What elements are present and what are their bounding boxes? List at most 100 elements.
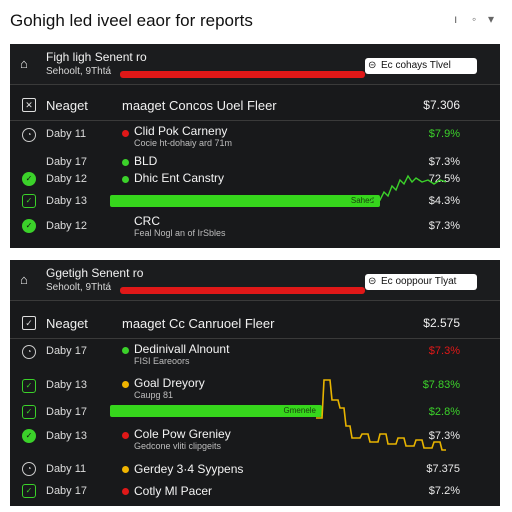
row-amount: $7.3%: [428, 220, 460, 232]
window-menu-icon[interactable]: ▾: [488, 12, 495, 26]
row-amount: $7.3%: [428, 156, 460, 168]
row-label: Daby 17: [46, 345, 87, 357]
checkmark-icon: ✓: [22, 219, 36, 233]
row-label: Daby 12: [46, 220, 87, 232]
table-row[interactable]: ◔ Daby 11 Clid Pok Carneny Cocie ht-doha…: [10, 124, 500, 152]
row-amount: $7.2%: [428, 485, 460, 497]
row-label: Daby 13: [46, 195, 87, 207]
column-header-total: $7.306: [423, 98, 460, 112]
panel-2-subtitle: Sehoolt, 9Thtá: [46, 282, 112, 293]
row-amount: $4.3%: [428, 195, 460, 207]
panel-2-filter-chip[interactable]: ⊝ Ec ooppour Tlyat: [365, 274, 477, 290]
app-title: Gohigh led iveel eaor for reports: [10, 11, 253, 30]
filter-icon: ⊝: [368, 60, 377, 71]
table-row[interactable]: ✓ Daby 12 Dhic Ent Canstry 72.5%: [10, 170, 500, 190]
report-panel-1: ⌂ Figh ligh Senent ro Sehoolt, 9Thtá ⊝ Ec…: [10, 44, 500, 248]
trend-sparkline: [370, 174, 447, 203]
row-label: Daby 17: [46, 406, 87, 418]
table-row[interactable]: ✓ Daby 13 Cole Pow Greniey Gedcone vliti…: [10, 426, 500, 454]
checkbox-icon[interactable]: ✓: [22, 194, 36, 208]
status-dot: [122, 159, 129, 166]
status-dot: [122, 432, 129, 439]
table-row[interactable]: ✓ Daby 17 Gmenele $2.8%: [10, 404, 500, 424]
row-subtext: FISI Eareoors: [134, 356, 190, 366]
row-name: Dhic Ent Canstry: [134, 171, 225, 185]
checkmark-icon: ✓: [22, 429, 36, 443]
progress-bar-label: Sahed: [350, 196, 374, 205]
chip-label: Ec cohays Tlvel: [381, 60, 451, 71]
chip-label: Ec ooppour Tlyat: [381, 276, 457, 287]
column-header-name: Neaget: [46, 98, 88, 113]
row-label: Daby 17: [46, 485, 87, 497]
panel-2-title: Ggetigh Senent ro: [46, 266, 144, 280]
window-separator-icon: ı: [454, 12, 458, 26]
row-label: Daby 17: [46, 156, 87, 168]
select-all-checkbox-icon[interactable]: ✕: [22, 98, 36, 112]
panel-1-progress-bar: [120, 71, 365, 78]
status-dot: [122, 381, 129, 388]
report-panel-2: ⌂ Ggetigh Senent ro Sehoolt, 9Thtá ⊝ Ec o…: [10, 260, 500, 506]
checkbox-icon[interactable]: ✓: [22, 484, 36, 498]
table-row[interactable]: ✓ Daby 13 Goal Dreyory Caupg 81 $7.83%: [10, 376, 500, 404]
row-label: Daby 13: [46, 379, 87, 391]
table-row[interactable]: ◔ Daby 17 Dedinivall Alnount FISI Eareoo…: [10, 342, 500, 370]
clock-icon: ◔: [22, 462, 36, 476]
panel-1-column-header: ✕ Neaget maaget Concos Uoel Fleer $7.306: [10, 90, 500, 121]
row-label: Daby 11: [46, 128, 87, 140]
row-name: Gerdey 3·4 Syypens: [134, 462, 244, 476]
row-name: Cole Pow Greniey: [134, 427, 231, 441]
row-name: Clid Pok Carneny: [134, 124, 228, 138]
row-name: Cotly Ml Pacer: [134, 484, 213, 498]
status-dot: [122, 176, 129, 183]
trend-sparkline: [316, 379, 446, 451]
checkmark-icon: ✓: [22, 172, 36, 186]
row-name: Goal Dreyory: [134, 376, 205, 390]
status-dot: [122, 347, 129, 354]
panel-2-progress-bar: [120, 287, 365, 294]
panel-1-subtitle: Sehoolt, 9Thtá: [46, 66, 112, 77]
select-all-checkbox-icon[interactable]: ✓: [22, 316, 36, 330]
row-subtext: Feal Nogl an of IrSbles: [134, 228, 226, 238]
table-row[interactable]: Daby 17 BLD $7.3%: [10, 154, 500, 174]
column-header-name: Neaget: [46, 316, 88, 331]
row-name: Dedinivall Alnount: [134, 342, 230, 356]
home-icon[interactable]: ⌂: [20, 56, 28, 71]
checkbox-icon[interactable]: ✓: [22, 379, 36, 393]
row-subtext: Caupg 81: [134, 390, 174, 400]
checkbox-icon[interactable]: ✓: [22, 405, 36, 419]
progress-bar: Gmenele: [110, 405, 322, 417]
row-amount: $7.3%: [428, 345, 460, 357]
panel-2-column-header: ✓ Neaget maaget Cc Canruoel Fleer $2.575: [10, 308, 500, 339]
filter-icon: ⊝: [368, 276, 377, 287]
status-dot: [122, 466, 129, 473]
row-name: BLD: [134, 154, 158, 168]
table-row[interactable]: ✓ Daby 13 Sahed $4.3%: [10, 192, 500, 212]
row-amount: $7.83%: [422, 379, 460, 391]
row-subtext: Gedcone vliti clipgeits: [134, 441, 222, 451]
clock-icon: ◔: [22, 345, 36, 359]
panel-1-header: ⌂ Figh ligh Senent ro Sehoolt, 9Thtá ⊝ Ec…: [10, 44, 500, 85]
title-bar: Gohigh led iveel eaor for reports ı ◦ ▾: [0, 0, 512, 40]
row-subtext: Cocie ht-dohaiy ard 71m: [134, 138, 233, 148]
table-row[interactable]: ✓ Daby 17 Cotly Ml Pacer $7.2%: [10, 482, 500, 502]
clock-icon: ◔: [22, 128, 36, 142]
progress-bar: Sahed: [110, 195, 380, 207]
row-label: Daby 12: [46, 173, 87, 185]
progress-bar-label: Gmenele: [283, 406, 316, 415]
column-header-manager: maaget Cc Canruoel Fleer: [122, 316, 275, 331]
row-name: CRC: [134, 214, 160, 228]
window-minimize-icon[interactable]: ◦: [472, 12, 477, 26]
panel-1-filter-chip[interactable]: ⊝ Ec cohays Tlvel: [365, 58, 477, 74]
status-dot: [122, 130, 129, 137]
column-header-total: $2.575: [423, 316, 460, 330]
table-row[interactable]: ✓ Daby 12 CRC Feal Nogl an of IrSbles $7…: [10, 214, 500, 244]
row-amount: $7.375: [426, 463, 460, 475]
column-header-manager: maaget Concos Uoel Fleer: [122, 98, 277, 113]
table-row[interactable]: ◔ Daby 11 Gerdey 3·4 Syypens $7.375: [10, 460, 500, 480]
row-amount: $7.3%: [428, 430, 460, 442]
home-icon[interactable]: ⌂: [20, 272, 28, 287]
row-label: Daby 11: [46, 463, 87, 475]
panel-1-title: Figh ligh Senent ro: [46, 50, 147, 64]
status-dot: [122, 488, 129, 495]
panel-2-header: ⌂ Ggetigh Senent ro Sehoolt, 9Thtá ⊝ Ec o…: [10, 260, 500, 301]
